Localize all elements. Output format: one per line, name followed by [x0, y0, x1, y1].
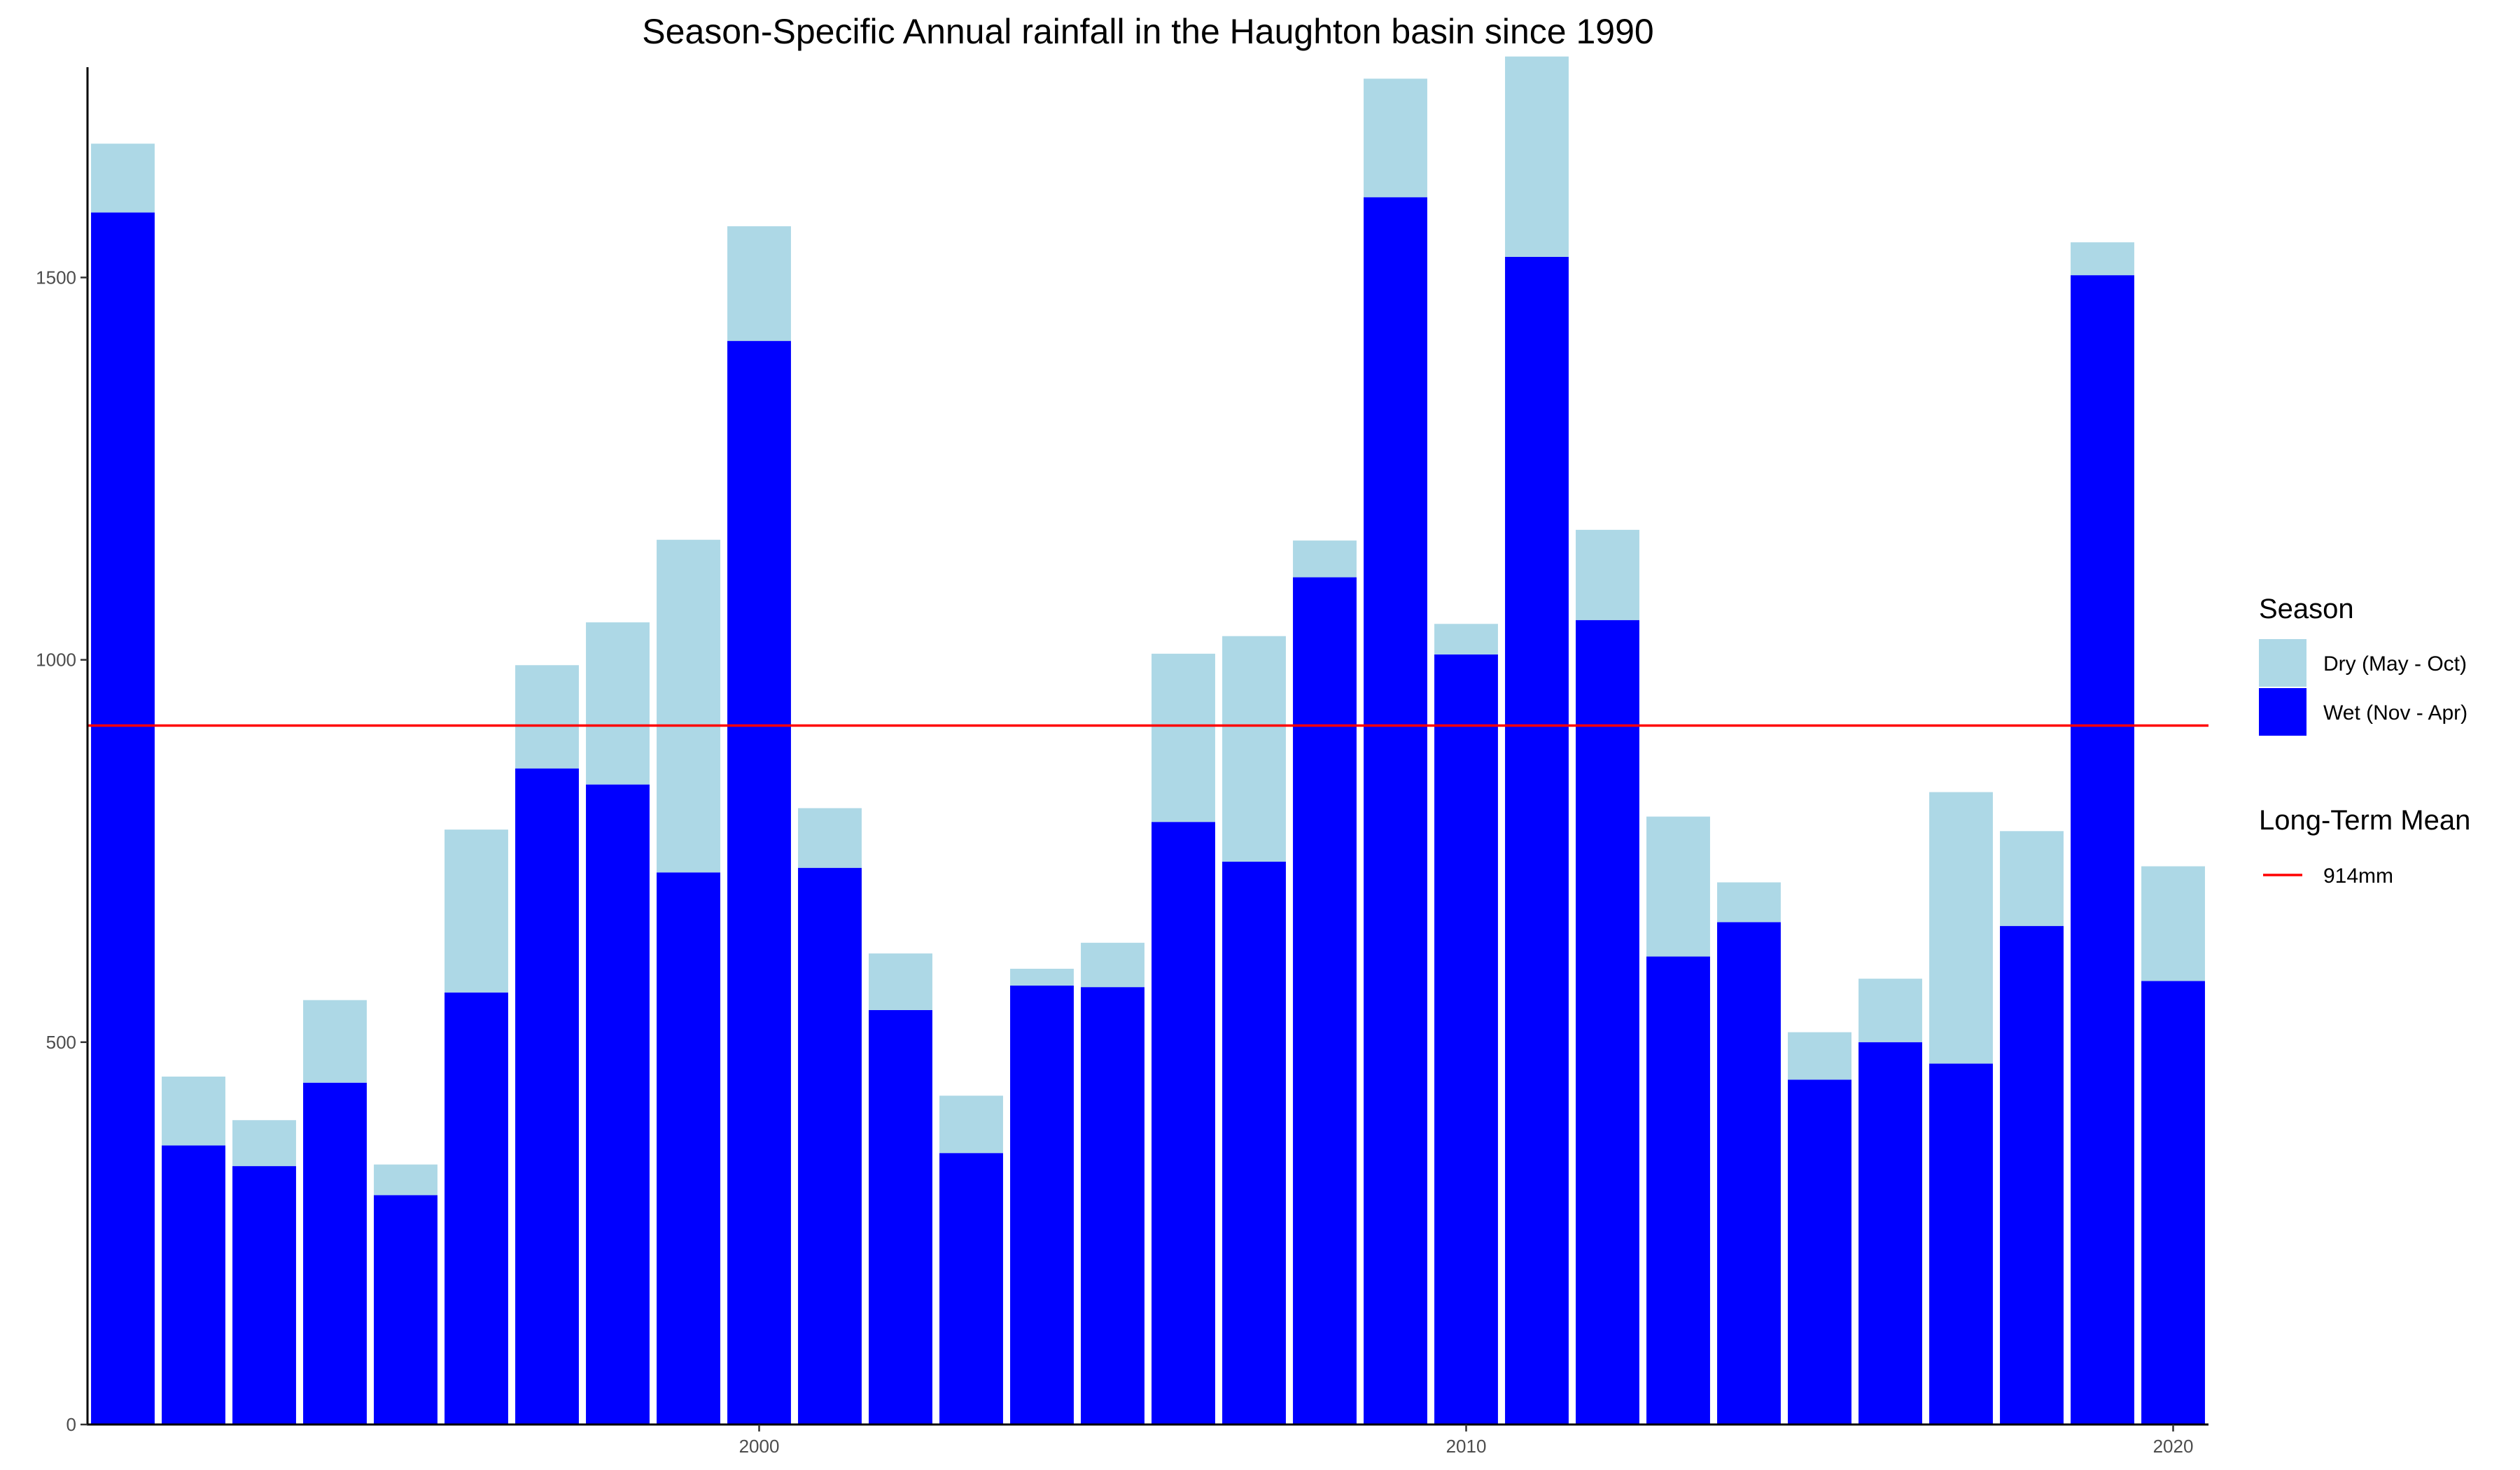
bar-dry-2016	[1858, 979, 1922, 1042]
bar-dry-2014	[1717, 882, 1781, 923]
bar-dry-1992	[162, 1076, 225, 1146]
bar-wet-1992	[162, 1145, 225, 1424]
bar-dry-1993	[232, 1120, 296, 1166]
bar-wet-2002	[869, 1009, 932, 1424]
bar-dry-2015	[1788, 1032, 1851, 1080]
bar-dry-2012	[1576, 529, 1639, 620]
legend-mean-title: Long-Term Mean	[2259, 805, 2470, 836]
bar-dry-2002	[869, 953, 932, 1010]
bar-wet-2019	[2071, 275, 2134, 1425]
y-tick-label-500: 500	[46, 1032, 76, 1053]
bar-wet-1999	[657, 872, 720, 1424]
bar-wet-2018	[2000, 925, 2064, 1424]
bar-dry-1991	[91, 144, 155, 213]
bar-wet-2013	[1646, 956, 1710, 1424]
bar-wet-1993	[232, 1166, 296, 1424]
bar-dry-1994	[303, 1000, 367, 1083]
legend-mean-label: 914mm	[2323, 864, 2393, 888]
bar-wet-2012	[1576, 620, 1639, 1424]
bar-dry-2004	[1010, 968, 1074, 986]
bar-wet-2011	[1505, 256, 1569, 1424]
bar-wet-2003	[939, 1153, 1003, 1424]
bar-dry-2009	[1364, 78, 1427, 197]
legend-label-wet: Wet (Nov - Apr)	[2323, 701, 2468, 724]
bar-wet-2005	[1081, 987, 1144, 1424]
bar-dry-2018	[2000, 831, 2064, 926]
bar-wet-2009	[1364, 197, 1427, 1424]
bar-dry-2019	[2071, 242, 2134, 276]
legend-swatch-wet	[2259, 688, 2306, 736]
bar-dry-2011	[1505, 56, 1569, 257]
bar-dry-1998	[586, 622, 650, 785]
bar-dry-1995	[374, 1164, 438, 1196]
bar-wet-2001	[798, 867, 862, 1424]
bar-wet-1997	[515, 768, 579, 1424]
bar-dry-2008	[1293, 540, 1357, 578]
bar-wet-2016	[1858, 1042, 1922, 1424]
legend-swatch-dry	[2259, 639, 2306, 687]
legend-label-dry: Dry (May - Oct)	[2323, 652, 2467, 676]
axes-layer: 0 500 1000 1500 2000 2010 2020	[36, 67, 2208, 1457]
y-tick-label-1000: 1000	[36, 650, 76, 671]
bar-dry-1996	[444, 830, 508, 993]
bar-wet-2014	[1717, 922, 1781, 1424]
bar-wet-1996	[444, 992, 508, 1424]
y-tick-label-0: 0	[66, 1414, 76, 1435]
bar-wet-1991	[91, 212, 155, 1424]
x-tick-label-2000: 2000	[739, 1436, 780, 1457]
bar-wet-2017	[1929, 1063, 1993, 1424]
bar-dry-1999	[657, 540, 720, 873]
bar-dry-2003	[939, 1096, 1003, 1154]
bar-wet-2015	[1788, 1079, 1851, 1424]
x-tick-label-2020: 2020	[2153, 1436, 2194, 1457]
bar-wet-1995	[374, 1195, 438, 1424]
bar-dry-2006	[1152, 653, 1215, 822]
bar-dry-2010	[1434, 624, 1498, 654]
y-tick-label-1500: 1500	[36, 267, 76, 288]
legend: Season Dry (May - Oct) Wet (Nov - Apr) Long…	[2259, 594, 2470, 888]
bar-wet-2000	[727, 341, 791, 1425]
bar-dry-2017	[1929, 792, 1993, 1064]
bar-wet-2020	[2141, 981, 2205, 1424]
bar-dry-2001	[798, 808, 862, 868]
chart-title: Season-Specific Annual rainfall in the H…	[642, 12, 1653, 51]
bars-layer	[91, 56, 2205, 1425]
bar-dry-2005	[1081, 942, 1144, 988]
bar-dry-2000	[727, 226, 791, 342]
x-tick-label-2010: 2010	[1446, 1436, 1487, 1457]
bar-wet-2008	[1293, 577, 1357, 1425]
bar-wet-2007	[1222, 861, 1286, 1424]
bar-dry-2007	[1222, 636, 1286, 862]
bar-wet-2006	[1152, 822, 1215, 1424]
bar-wet-2004	[1010, 985, 1074, 1424]
bar-wet-1998	[586, 784, 650, 1424]
bar-wet-2010	[1434, 654, 1498, 1424]
bar-dry-2013	[1646, 816, 1710, 957]
legend-season-title: Season	[2259, 594, 2354, 624]
bar-dry-1997	[515, 665, 579, 769]
bar-dry-2020	[2141, 866, 2205, 981]
bar-wet-1994	[303, 1082, 367, 1424]
